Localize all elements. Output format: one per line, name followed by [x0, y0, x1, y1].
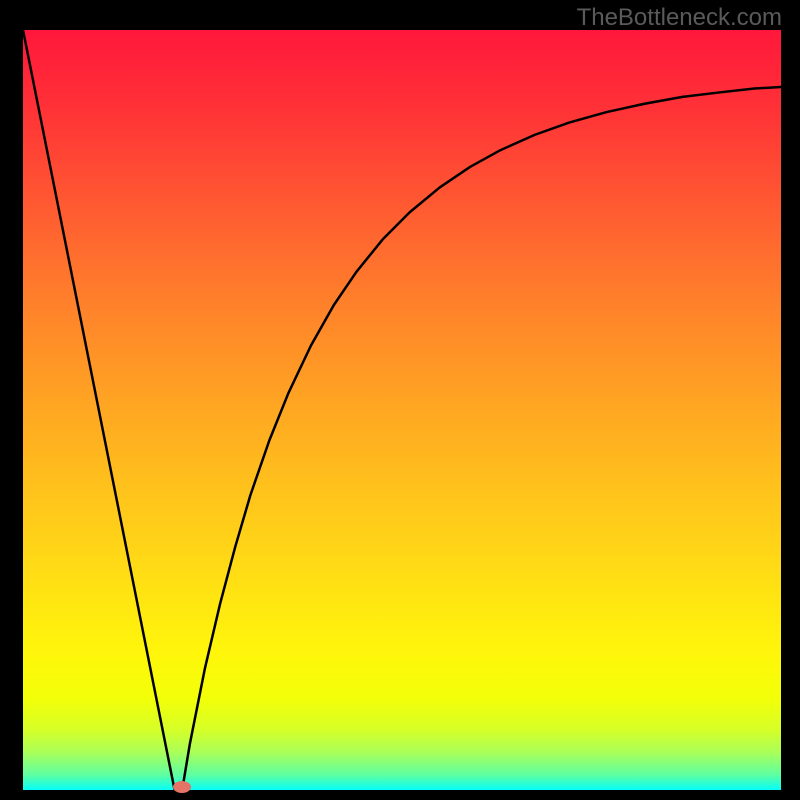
optimal-point-marker: [173, 781, 191, 793]
plot-area: [23, 30, 781, 790]
chart-container: TheBottleneck.com: [0, 0, 800, 800]
curve-svg: [23, 30, 781, 790]
bottleneck-curve: [23, 30, 781, 790]
watermark-text: TheBottleneck.com: [577, 4, 782, 32]
